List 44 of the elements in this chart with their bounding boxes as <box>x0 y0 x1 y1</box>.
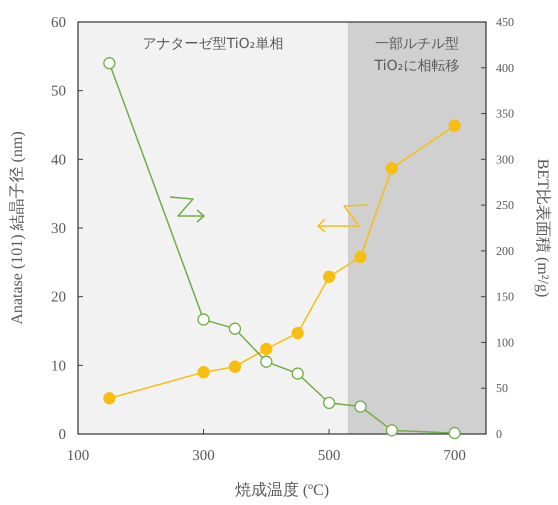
point <box>260 356 272 368</box>
y2-tick-label: 300 <box>496 152 514 166</box>
point <box>103 392 116 404</box>
y-tick-label: 10 <box>51 358 66 374</box>
x-tick-label: 500 <box>318 448 340 464</box>
point <box>197 313 210 326</box>
y-tick-label: 50 <box>51 84 66 100</box>
y2-tick-label: 50 <box>496 381 508 396</box>
x-tick-label: 100 <box>66 448 90 464</box>
point <box>386 162 398 174</box>
x-tick-label: 300 <box>192 448 215 464</box>
y2-tick-label: 400 <box>496 60 514 75</box>
y-tick-label: 20 <box>51 290 66 306</box>
point <box>448 426 461 440</box>
y2-tick-label: 0 <box>496 427 502 441</box>
y-tick-label: 30 <box>51 221 66 237</box>
point <box>197 366 210 378</box>
point <box>354 400 367 413</box>
point <box>386 424 398 436</box>
point <box>354 250 367 263</box>
y-axis-title: Anatase (101) 結晶子径 (nm) <box>9 131 26 325</box>
y2-tick-label: 350 <box>496 106 514 121</box>
y2-tick-label: 200 <box>496 244 514 258</box>
point <box>322 396 336 410</box>
y2-tick-label: 250 <box>496 198 514 212</box>
point <box>322 270 336 283</box>
point <box>448 120 461 132</box>
point <box>228 322 242 335</box>
band-label: 一部ルチル型 TiO₂に相転移 <box>374 36 460 74</box>
point <box>228 360 242 373</box>
band-label: アナターゼ型TiO₂単相 <box>142 36 284 52</box>
y2-axis-title: BET比表面積 (m²/g) <box>534 158 552 298</box>
point <box>292 367 304 380</box>
y2-tick-label: 450 <box>496 15 514 29</box>
y-tick-label: 60 <box>51 15 66 31</box>
point <box>292 326 304 340</box>
y2-tick-label: 150 <box>496 290 514 304</box>
y2-tick-label: 100 <box>496 335 514 350</box>
y-tick-label: 0 <box>58 427 66 443</box>
x-axis-title: 焼成温度 (ºC) <box>234 481 330 499</box>
point <box>260 342 272 356</box>
y-tick-label: 40 <box>51 152 66 168</box>
point <box>103 57 116 70</box>
x-tick-label: 700 <box>443 448 466 464</box>
